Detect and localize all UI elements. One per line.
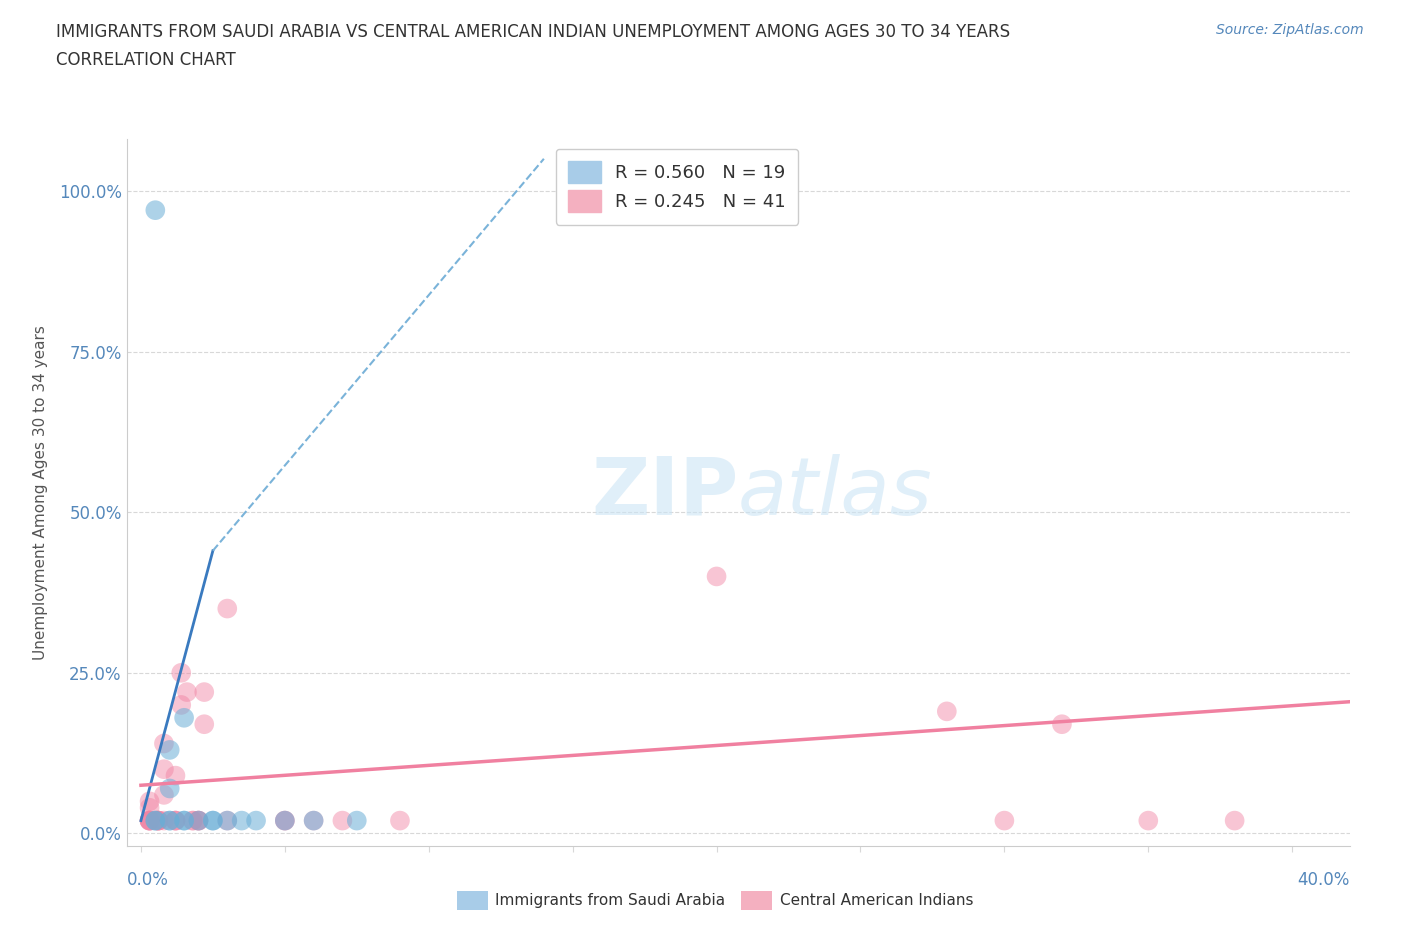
Text: 0.0%: 0.0% — [127, 871, 169, 889]
Point — [159, 813, 181, 828]
Point — [302, 813, 325, 828]
Point — [181, 813, 204, 828]
Point — [138, 801, 160, 816]
Point — [143, 813, 166, 828]
Point — [302, 813, 325, 828]
Text: Immigrants from Saudi Arabia: Immigrants from Saudi Arabia — [495, 893, 725, 908]
Point — [201, 813, 224, 828]
Point — [187, 813, 209, 828]
Point — [176, 684, 198, 699]
Point — [274, 813, 297, 828]
Point — [138, 813, 160, 828]
Point — [993, 813, 1015, 828]
Point — [217, 813, 239, 828]
Point — [170, 665, 193, 680]
Point — [187, 813, 209, 828]
Point — [159, 742, 181, 757]
Point — [193, 717, 215, 732]
Point — [1137, 813, 1160, 828]
Point — [165, 768, 187, 783]
Point — [193, 684, 215, 699]
Point — [153, 788, 176, 803]
Point — [173, 711, 195, 725]
Point — [187, 813, 209, 828]
Legend: R = 0.560   N = 19, R = 0.245   N = 41: R = 0.560 N = 19, R = 0.245 N = 41 — [555, 149, 799, 225]
Point — [165, 813, 187, 828]
Y-axis label: Unemployment Among Ages 30 to 34 years: Unemployment Among Ages 30 to 34 years — [32, 326, 48, 660]
Point — [173, 813, 195, 828]
Text: Source: ZipAtlas.com: Source: ZipAtlas.com — [1216, 23, 1364, 37]
Point — [138, 813, 160, 828]
Text: atlas: atlas — [738, 454, 934, 532]
Point — [165, 813, 187, 828]
Text: Central American Indians: Central American Indians — [780, 893, 974, 908]
Point — [153, 813, 176, 828]
Point — [274, 813, 297, 828]
Point — [173, 813, 195, 828]
Point — [159, 813, 181, 828]
Point — [138, 813, 160, 828]
Point — [332, 813, 354, 828]
Point — [138, 794, 160, 809]
Point — [165, 813, 187, 828]
Point — [159, 781, 181, 796]
Point — [148, 813, 170, 828]
Text: 40.0%: 40.0% — [1298, 871, 1350, 889]
Point — [170, 698, 193, 712]
Point — [231, 813, 253, 828]
Point — [138, 813, 160, 828]
Point — [217, 813, 239, 828]
Point — [388, 813, 411, 828]
Point — [181, 813, 204, 828]
Point — [143, 813, 166, 828]
Point — [187, 813, 209, 828]
Text: ZIP: ZIP — [591, 454, 738, 532]
Point — [274, 813, 297, 828]
Text: CORRELATION CHART: CORRELATION CHART — [56, 51, 236, 69]
Point — [143, 203, 166, 218]
Point — [148, 813, 170, 828]
Text: IMMIGRANTS FROM SAUDI ARABIA VS CENTRAL AMERICAN INDIAN UNEMPLOYMENT AMONG AGES : IMMIGRANTS FROM SAUDI ARABIA VS CENTRAL … — [56, 23, 1011, 41]
Point — [346, 813, 368, 828]
Point — [153, 762, 176, 777]
Point — [201, 813, 224, 828]
Point — [706, 569, 728, 584]
Point — [1050, 717, 1073, 732]
Point — [153, 736, 176, 751]
Point — [245, 813, 267, 828]
Point — [1223, 813, 1246, 828]
Point — [935, 704, 957, 719]
Point — [148, 813, 170, 828]
Point — [217, 601, 239, 616]
Point — [148, 813, 170, 828]
